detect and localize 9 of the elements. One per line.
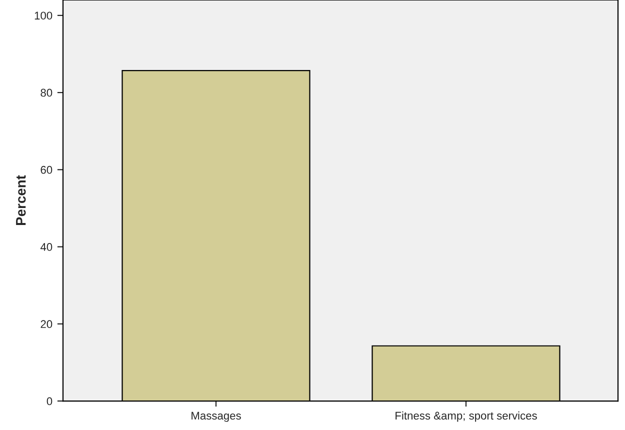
y-tick-label: 100 — [34, 12, 52, 20]
y-tick-label: 0 — [46, 397, 52, 406]
y-tick-label: 80 — [40, 88, 52, 97]
x-tick-label: Fitness &amp; sport services — [396, 411, 537, 422]
y-tick-label: 20 — [40, 320, 52, 328]
y-tick-label: 60 — [40, 166, 52, 174]
x-tick-label: Massages — [192, 412, 241, 422]
y-axis-title: Percent — [16, 175, 26, 226]
y-tick-label: 40 — [40, 243, 52, 251]
